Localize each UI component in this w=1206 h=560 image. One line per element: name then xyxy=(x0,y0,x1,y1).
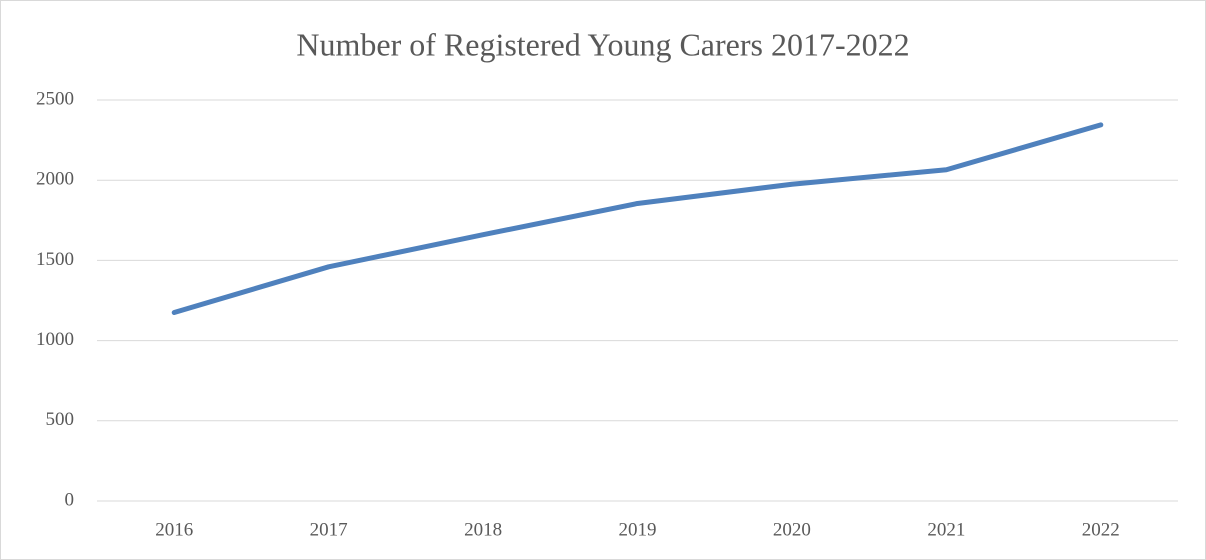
x-tick-label: 2021 xyxy=(927,519,965,540)
x-tick-label: 2019 xyxy=(619,519,657,540)
y-tick-label: 2500 xyxy=(36,88,74,109)
x-tick-label: 2017 xyxy=(310,519,348,540)
y-tick-label: 500 xyxy=(46,409,75,430)
x-tick-label: 2016 xyxy=(155,519,193,540)
x-tick-label: 2022 xyxy=(1082,519,1120,540)
chart-title: Number of Registered Young Carers 2017-2… xyxy=(296,26,909,62)
y-tick-label: 0 xyxy=(65,489,75,510)
x-tick-label: 2020 xyxy=(773,519,811,540)
y-tick-label: 2000 xyxy=(36,169,74,190)
line-series xyxy=(171,122,1104,316)
x-tick-label: 2018 xyxy=(464,519,502,540)
y-tick-label: 1000 xyxy=(36,329,74,350)
y-tick-label: 1500 xyxy=(36,249,74,270)
